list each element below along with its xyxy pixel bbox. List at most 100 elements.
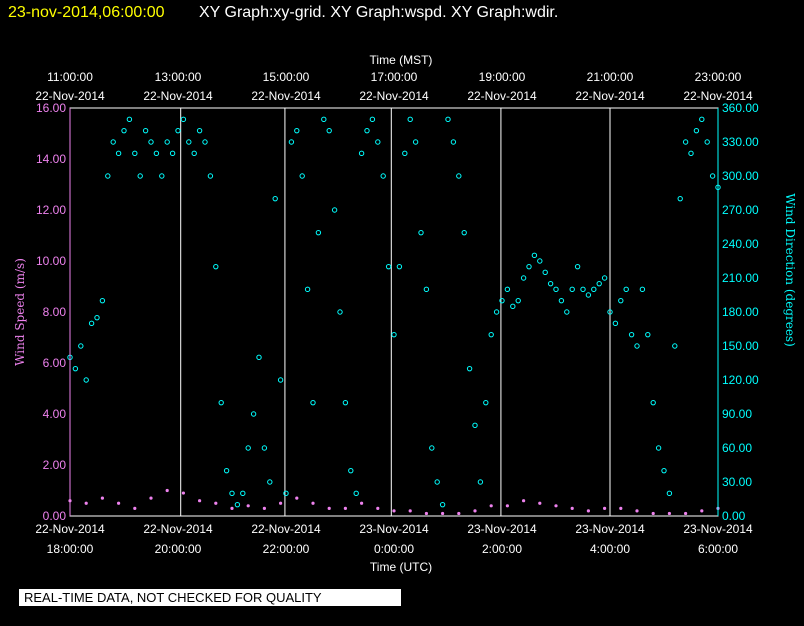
- wspd-point: [554, 504, 558, 508]
- wdir-point: [229, 490, 235, 497]
- wdir-point: [666, 490, 673, 497]
- wdir-point: [628, 331, 635, 338]
- wdir-point: [634, 343, 640, 349]
- wdir-point: [407, 116, 413, 123]
- wspd-point: [700, 509, 704, 513]
- wdir-point: [148, 139, 154, 145]
- wdir-point: [375, 139, 381, 145]
- wdir-series: [67, 116, 721, 508]
- wspd-point: [408, 509, 412, 513]
- right-tick-label: 150.00: [722, 339, 759, 353]
- wdir-point: [337, 309, 343, 315]
- wdir-point: [618, 297, 624, 304]
- wdir-point: [304, 286, 311, 293]
- top-tick-time: 19:00:00: [479, 70, 526, 84]
- wdir-point: [348, 467, 354, 474]
- wdir-point: [180, 116, 187, 123]
- wdir-point: [483, 399, 489, 406]
- wspd-point: [522, 499, 526, 503]
- header-graphs: XY Graph:xy-grid. XY Graph:wspd. XY Grap…: [199, 4, 558, 21]
- wdir-point: [223, 467, 230, 474]
- bottom-tick-time: 6:00:00: [698, 542, 738, 556]
- wdir-point: [72, 365, 79, 372]
- wdir-point: [115, 150, 122, 157]
- wspd-point: [84, 501, 88, 505]
- wdir-point: [234, 501, 241, 508]
- wdir-point: [159, 173, 165, 179]
- wdir-point: [661, 467, 667, 474]
- wdir-point: [126, 116, 133, 123]
- wdir-point: [175, 127, 181, 134]
- wspd-point: [441, 511, 445, 516]
- wdir-point: [693, 127, 700, 134]
- wspd-point: [457, 511, 461, 516]
- left-tick-label: 12.00: [36, 203, 66, 217]
- wdir-point: [153, 150, 160, 157]
- right-tick-label: 30.00: [722, 475, 752, 489]
- wspd-point: [538, 501, 542, 505]
- wdir-point: [601, 275, 608, 281]
- top-tick-time: 15:00:00: [263, 70, 310, 84]
- wdir-point: [310, 399, 316, 406]
- wdir-point: [294, 127, 300, 134]
- wdir-point: [542, 269, 548, 276]
- wdir-point: [402, 150, 408, 157]
- wspd-point: [149, 496, 153, 500]
- wdir-point: [261, 445, 268, 451]
- left-tick-label: 14.00: [36, 152, 66, 166]
- wdir-point: [283, 490, 289, 497]
- wdir-point: [499, 297, 505, 304]
- bottom-axis-ticks: 22-Nov-2014 18:00:00 22-Nov-2014 20:00:00 22…: [35, 522, 753, 556]
- wspd-point: [635, 509, 639, 513]
- wdir-point: [558, 297, 565, 304]
- wspd-point: [603, 506, 607, 510]
- wdir-point: [461, 229, 467, 236]
- wspd-point: [181, 491, 185, 495]
- top-axis-ticks: 11:00:00 22-Nov-2014 13:00:00 22-Nov-2014 15…: [35, 70, 753, 103]
- wdir-point: [277, 377, 284, 383]
- wspd-point: [570, 506, 574, 510]
- wdir-point: [207, 173, 214, 179]
- bottom-tick-date: 23-Nov-2014: [683, 522, 753, 536]
- wdir-point: [515, 297, 521, 304]
- wspd-point: [684, 511, 688, 516]
- wdir-point: [699, 116, 705, 123]
- left-tick-label: 0.00: [43, 509, 67, 523]
- wspd-point: [376, 506, 380, 510]
- right-tick-label: 270.00: [722, 203, 759, 217]
- wdir-point: [250, 411, 257, 417]
- wdir-point: [380, 173, 386, 179]
- left-tick-label: 6.00: [43, 356, 67, 370]
- wdir-point: [504, 286, 511, 293]
- top-tick-date: 22-Nov-2014: [575, 89, 645, 103]
- bottom-tick-time: 22:00:00: [263, 542, 310, 556]
- wdir-point: [331, 207, 338, 213]
- wdir-point: [591, 286, 597, 293]
- wspd-point: [133, 506, 137, 510]
- wdir-point: [326, 127, 332, 134]
- wdir-point: [288, 139, 295, 145]
- wdir-point: [88, 320, 95, 327]
- left-axis-ticks: 0.00 2.00 4.00 6.00 8.00 10.00 12.00 14.00 16.00: [36, 101, 66, 523]
- wdir-point: [412, 139, 419, 145]
- wdir-point: [639, 286, 646, 293]
- wdir-point: [418, 229, 424, 236]
- wdir-point: [358, 150, 365, 157]
- wspd-point: [667, 511, 672, 516]
- wdir-point: [364, 127, 370, 134]
- wdir-point: [110, 139, 116, 145]
- wspd-point: [295, 496, 299, 500]
- right-tick-label: 120.00: [722, 373, 759, 387]
- wdir-point: [607, 309, 613, 315]
- right-tick-label: 360.00: [722, 101, 759, 115]
- wdir-point: [213, 263, 219, 270]
- wspd-point: [198, 499, 202, 503]
- bottom-tick-date: 23-Nov-2014: [359, 522, 429, 536]
- right-tick-label: 60.00: [722, 441, 752, 455]
- right-tick-label: 330.00: [722, 135, 759, 149]
- top-tick-time: 21:00:00: [587, 70, 634, 84]
- bottom-tick-time: 20:00:00: [155, 542, 202, 556]
- wdir-point: [704, 139, 710, 145]
- right-tick-label: 240.00: [722, 237, 759, 251]
